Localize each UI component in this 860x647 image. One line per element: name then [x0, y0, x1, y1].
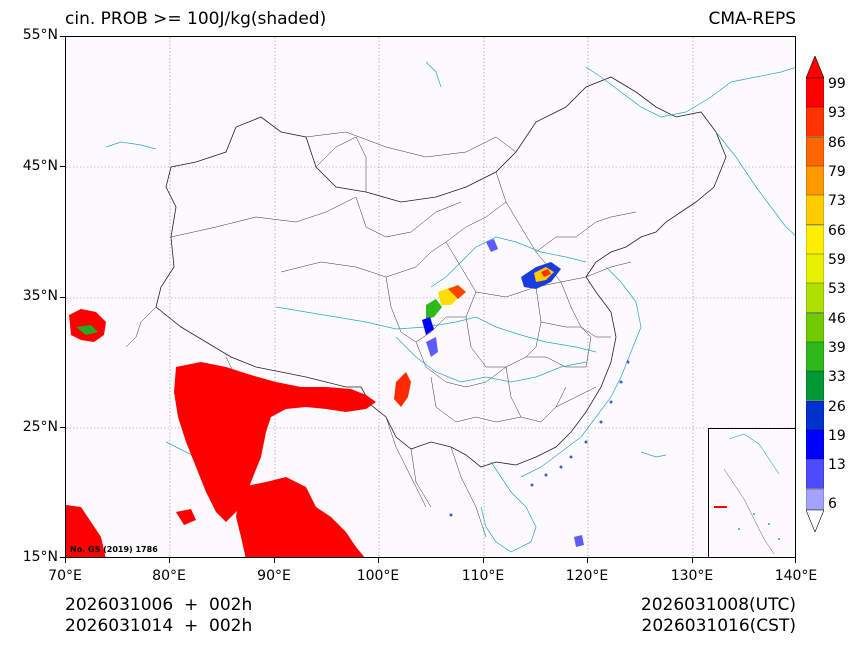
lon-label-70: 70°E: [48, 568, 82, 584]
valid-time-cst: 2026031016(CST): [641, 616, 796, 636]
coastal-specks: [449, 360, 630, 517]
south-china-sea-inset: [708, 428, 795, 557]
colorbar-label-66: 66: [828, 223, 846, 239]
colorbar-label-39: 39: [828, 340, 846, 356]
lon-label-130: 130°E: [670, 568, 714, 584]
lat-label-15: 15°N: [22, 549, 58, 565]
colorbar-label-19: 19: [828, 428, 846, 444]
colorbar-label-79: 79: [828, 164, 846, 180]
country-border: [155, 76, 727, 468]
lat-label-35: 35°N: [22, 288, 58, 304]
probability-shading: [66, 239, 584, 557]
init-time-utc: 2026031006 + 002h: [65, 595, 253, 615]
map-panel[interactable]: No. GS (2019) 1786: [65, 36, 796, 558]
colorbar-label-93: 93: [828, 105, 846, 121]
colorbar-label-46: 46: [828, 311, 846, 327]
lon-label-80: 80°E: [152, 568, 186, 584]
valid-time-utc: 2026031008(UTC): [640, 595, 796, 615]
colorbar-label-26: 26: [828, 399, 846, 415]
colorbar-label-33: 33: [828, 369, 846, 385]
colorbar-label-53: 53: [828, 281, 846, 297]
lon-label-90: 90°E: [257, 568, 291, 584]
init-time-cst: 2026031014 + 002h: [65, 616, 253, 636]
map-canvas: [66, 37, 795, 557]
lon-label-120: 120°E: [565, 568, 609, 584]
colorbar-label-6: 6: [828, 496, 837, 512]
colorbar-label-13: 13: [828, 457, 846, 473]
map-title: cin. PROB >= 100J/kg(shaded): [65, 9, 327, 29]
colorbar-label-59: 59: [828, 252, 846, 268]
province-borders: [170, 136, 637, 423]
lat-label-55: 55°N: [22, 27, 58, 43]
neighbour-borders: [125, 131, 517, 538]
model-name: CMA-REPS: [708, 9, 796, 29]
lon-label-100: 100°E: [356, 568, 400, 584]
lon-label-140: 140°E: [774, 568, 818, 584]
lat-label-25: 25°N: [22, 419, 58, 435]
review-number-text: No. GS (2019) 1786: [70, 545, 158, 554]
colorbar-label-86: 86: [828, 135, 846, 151]
colorbar: [806, 56, 824, 532]
colorbar-label-73: 73: [828, 193, 846, 209]
lon-label-110: 110°E: [461, 568, 505, 584]
graticule: [66, 37, 795, 557]
rivers-coastlines: [105, 61, 795, 553]
lat-label-45: 45°N: [22, 158, 58, 174]
colorbar-label-99: 99: [828, 76, 846, 92]
